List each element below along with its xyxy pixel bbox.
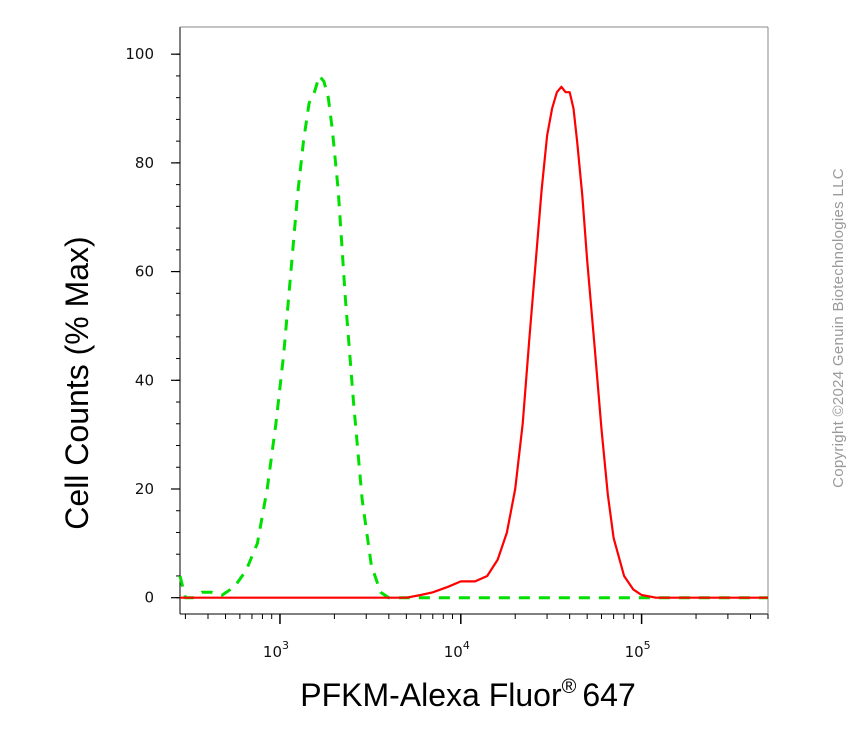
- x-tick-label: 104: [444, 639, 470, 661]
- x-tick-label: 105: [625, 639, 651, 661]
- series-curve-solid: [180, 85, 768, 599]
- x-axis-title: PFKM-Alexa Fluor® 647: [300, 676, 636, 713]
- x-axis-title-sup: ®: [562, 676, 577, 698]
- y-tick-label: 100: [125, 45, 154, 63]
- axes: [179, 26, 769, 615]
- y-tick-label: 60: [135, 263, 154, 281]
- y-tick-label: 80: [135, 154, 154, 172]
- x-tick-label: 103: [263, 639, 289, 661]
- series-group: [178, 74, 768, 600]
- x-ticks: 103 104 105: [184, 614, 769, 661]
- copyright-watermark: Copyright ©2024 Genuin Biotechnologies L…: [830, 168, 847, 488]
- x-axis-title-main: PFKM-Alexa Fluor: [300, 677, 562, 713]
- y-tick-label: 20: [135, 480, 154, 498]
- y-tick-label: 40: [135, 371, 154, 389]
- y-tick-label: 0: [144, 589, 154, 607]
- x-axis-title-suffix: 647: [582, 677, 635, 713]
- series-curve-dashed: [178, 74, 768, 600]
- y-ticks: 0 20 40 60 80 100: [125, 45, 180, 607]
- y-axis-title: Cell Counts (% Max): [59, 236, 95, 529]
